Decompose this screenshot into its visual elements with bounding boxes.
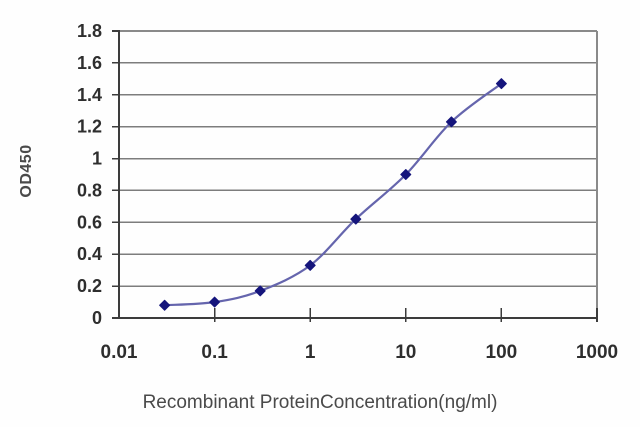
y-tick-label: 0.6 [77,212,102,232]
y-tick-label: 0 [92,308,102,328]
x-tick-label: 10 [395,342,416,363]
data-point-marker [159,299,171,311]
y-tick-label: 1.2 [77,117,102,137]
data-point-marker [495,78,507,90]
y-tick-label: 1.6 [77,53,102,73]
y-tick-label: 1.8 [77,21,102,41]
x-tick-label: 0.01 [101,342,138,363]
x-tick-label: 1 [305,342,316,363]
x-tick-label: 1000 [576,342,618,363]
data-point-marker [400,169,412,180]
data-point-marker [445,116,457,128]
x-axis-title: Recombinant ProteinConcentration(ng/ml) [142,392,498,413]
x-tick-label: 0.1 [201,342,228,363]
data-point-marker [304,259,316,271]
y-tick-label: 0.8 [77,180,102,200]
series-line [164,82,503,307]
data-point-marker [209,296,221,308]
y-tick-label: 1 [92,149,102,169]
y-tick-label: 0.4 [77,244,102,264]
y-tick-label: 0.2 [77,276,102,296]
y-tick-label: 1.4 [77,85,102,105]
y-axis-title: OD450 [18,144,35,198]
x-tick-label: 100 [486,342,518,363]
data-point-marker [350,213,362,225]
data-point-marker [254,285,266,297]
